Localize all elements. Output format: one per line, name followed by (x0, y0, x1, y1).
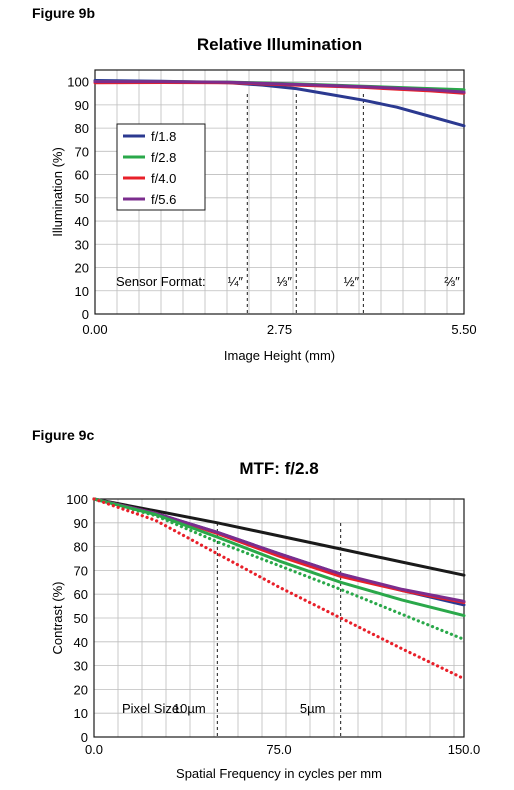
x-axis-label: Image Height (mm) (224, 348, 335, 363)
x-tick-label: 5.50 (451, 322, 476, 337)
y-tick-label: 100 (67, 75, 89, 90)
reference-label-: ½″ (344, 274, 360, 289)
x-tick-label: 150.0 (448, 742, 481, 757)
x-tick-label: 0.0 (85, 742, 103, 757)
y-tick-label: 50 (75, 191, 89, 206)
y-tick-label: 60 (74, 587, 88, 602)
legend-label-f-4-0: f/4.0 (151, 171, 176, 186)
annotation-label: Sensor Format: (116, 274, 206, 289)
y-tick-label: 80 (74, 540, 88, 555)
legend-label-f-5-6: f/5.6 (151, 192, 176, 207)
reference-label-: ⅓″ (277, 274, 293, 289)
reference-label-5-m: 5µm (300, 701, 326, 716)
chart-1: Figure 9b Relative Illumination 0 10 20 30 40 5… (32, 5, 477, 363)
legend: f/1.8 f/2.8 f/4.0 f/5.6 (116, 123, 206, 211)
y-axis-label: Illumination (%) (50, 147, 65, 237)
y-tick-label: 10 (75, 284, 89, 299)
y-tick-label: 90 (75, 98, 89, 113)
legend-label-f-1-8: f/1.8 (151, 129, 176, 144)
x-axis-label: Spatial Frequency in cycles per mm (176, 766, 382, 781)
plot-frame (94, 69, 465, 315)
chart-title: Relative Illumination (197, 35, 362, 54)
reference-label-: ¼″ (228, 274, 244, 289)
series-line-f-5-6 (93, 80, 466, 94)
x-tick-label: 0.00 (82, 322, 107, 337)
legend-box (116, 123, 206, 211)
y-tick-label: 50 (74, 611, 88, 626)
y-tick-label: 90 (74, 516, 88, 531)
y-tick-label: 20 (74, 682, 88, 697)
y-tick-label: 40 (75, 214, 89, 229)
series-line-7 (92, 497, 466, 681)
plot-frame (93, 498, 465, 738)
y-tick-label: 70 (75, 144, 89, 159)
y-tick-label: 0 (82, 307, 89, 322)
series-line-2 (92, 497, 466, 607)
legend-label-f-2-8: f/2.8 (151, 150, 176, 165)
y-tick-label: 20 (75, 261, 89, 276)
y-tick-label: 70 (74, 563, 88, 578)
x-tick-label: 2.75 (267, 322, 292, 337)
y-tick-label: 60 (75, 168, 89, 183)
x-tick-label: 75.0 (266, 742, 291, 757)
grid (94, 498, 464, 738)
figure-label: Figure 9c (32, 427, 94, 443)
chart-title: MTF: f/2.8 (239, 459, 318, 478)
y-tick-label: 40 (74, 635, 88, 650)
figure-label: Figure 9b (32, 5, 95, 21)
y-axis-label: Contrast (%) (50, 582, 65, 655)
annotation-label: Pixel Size: (122, 701, 183, 716)
series-line-5 (92, 497, 466, 618)
y-tick-label: 100 (66, 492, 88, 507)
y-tick-label: 80 (75, 121, 89, 136)
chart-2: Figure 9c MTF: f/2.8 0 10 20 30 40 50 60 70 80 90 10… (32, 427, 480, 781)
reference-label-10-m: 10µm (173, 701, 206, 716)
y-tick-label: 0 (81, 730, 88, 745)
y-tick-label: 10 (74, 706, 88, 721)
series-line-1 (92, 497, 466, 577)
y-tick-label: 30 (74, 659, 88, 674)
y-tick-label: 30 (75, 237, 89, 252)
reference-label-: ⅔″ (444, 274, 460, 289)
